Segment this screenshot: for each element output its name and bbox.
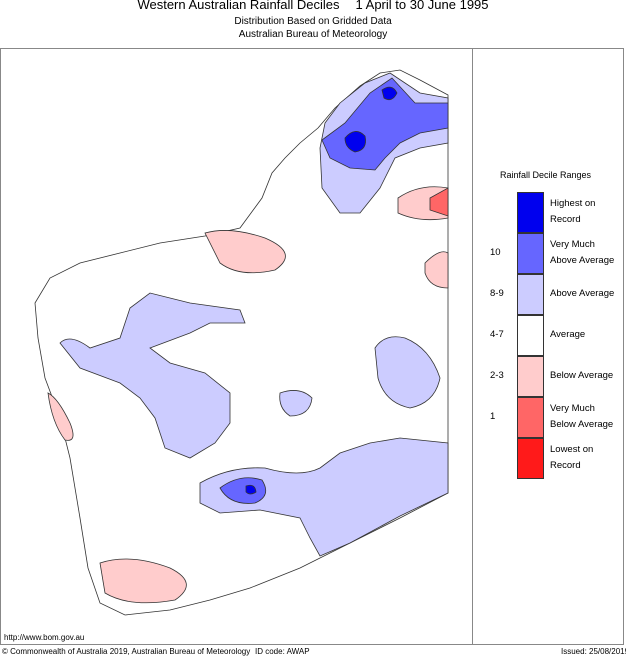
above-average-small [279,390,313,417]
legend-label: Highest on Record [550,196,595,228]
legend-label-line: Average [550,329,586,340]
legend-label: Very Much Above Average [550,237,614,269]
above-average-east [374,336,441,409]
highest-north-1 [344,131,366,153]
legend-label-line: Below Average [550,370,614,381]
id-code: ID code: AWAP [255,647,310,656]
legend-label-line: Lowest on [550,444,594,455]
highest-south [245,484,257,495]
map-title: Western Australian Rainfall Deciles 1 Apr… [0,0,626,12]
issued-date: Issued: 25/08/2019 [561,647,626,656]
map-frame [0,48,624,645]
legend-decile-range: 8-9 [490,288,504,299]
legend-label-line: Above Average [550,255,615,266]
legend-label: Very Much Below Average [550,401,613,433]
copyright: © Commonwealth of Australia 2019, Austra… [2,647,251,656]
above-average-south [199,437,449,557]
legend-decile-range: 10 [490,247,501,258]
legend-label-line: Record [550,214,581,225]
very-much-below-east [429,187,449,217]
legend-label-line: Very Much [550,239,595,250]
legend-label: Average [550,327,585,343]
title-text: Western Australian Rainfall Deciles [137,0,340,12]
legend-swatch [517,397,544,438]
legend-label: Above Average [550,286,614,302]
wa-map [34,69,449,616]
subtitle-1: Distribution Based on Gridded Data [234,16,392,27]
legend-swatch [517,315,544,356]
highest-north-2 [381,86,398,101]
legend-title: Rainfall Decile Ranges [500,170,592,180]
legend-label-line: Very Much [550,403,595,414]
legend-swatch [517,438,544,479]
legend-swatch [517,274,544,315]
legend-decile-range: 4-7 [490,329,504,340]
legend-label-line: Highest on [550,198,596,209]
legend-label-line: Record [550,460,581,471]
legend-swatch [517,192,544,233]
legend-decile-range: 2-3 [490,370,504,381]
legend-label-line: Below Average [550,419,614,430]
legend-label-line: Above Average [550,288,615,299]
below-average-west-coast [47,392,74,441]
below-average-central-west [204,230,286,274]
legend-swatch [517,356,544,397]
legend-decile-range: 1 [490,411,496,422]
source-url[interactable]: http://www.bom.gov.au [4,633,85,642]
legend-divider [472,48,473,645]
below-average-east [424,251,449,289]
very-much-above-south [219,477,267,504]
above-average-central [59,292,246,459]
period-text: 1 April to 30 June 1995 [355,0,489,12]
legend-label: Below Average [550,368,613,384]
below-average-southwest [99,558,187,604]
legend-swatch [517,233,544,274]
legend-label: Lowest on Record [550,442,593,474]
subtitle-2: Australian Bureau of Meteorology [238,29,388,40]
